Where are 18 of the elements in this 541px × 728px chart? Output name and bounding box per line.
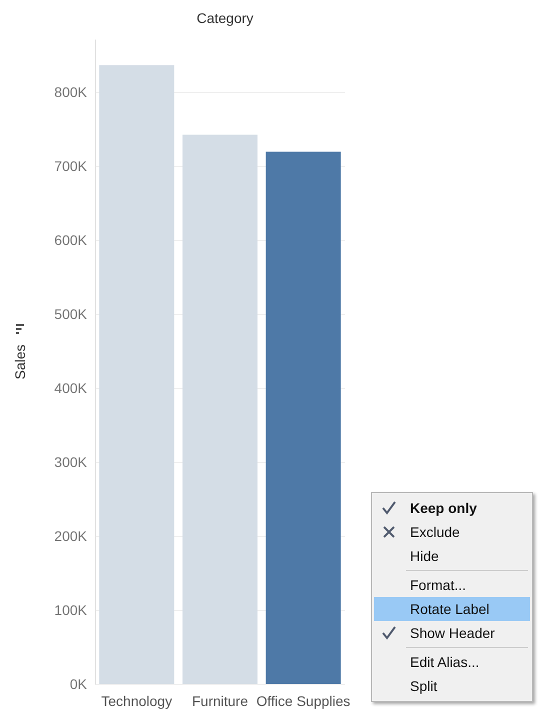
- chart-title: Category: [196, 10, 254, 26]
- x-tick-label: Office Supplies: [256, 693, 350, 709]
- x-tick-label: Technology: [101, 693, 172, 709]
- y-tick-label: 300K: [54, 454, 88, 470]
- bar: [182, 134, 258, 684]
- y-axis-title: Sales: [12, 344, 28, 380]
- y-tick-label: 500K: [54, 306, 88, 322]
- y-tick-label: 700K: [54, 158, 88, 174]
- bar: [99, 65, 174, 684]
- y-tick-label: 400K: [54, 380, 88, 396]
- y-tick-label: 200K: [54, 528, 88, 544]
- x-tick-label: Furniture: [192, 693, 248, 709]
- bar: [266, 152, 341, 684]
- y-tick-label: 600K: [54, 232, 88, 248]
- y-tick-label: 800K: [54, 84, 88, 100]
- y-tick-label: 100K: [54, 602, 88, 618]
- y-tick-label: 0K: [70, 676, 88, 692]
- context-menu: Keep only Exclude Hide Format... Rotate Label Show Header Edit Alias... Split: [371, 492, 533, 702]
